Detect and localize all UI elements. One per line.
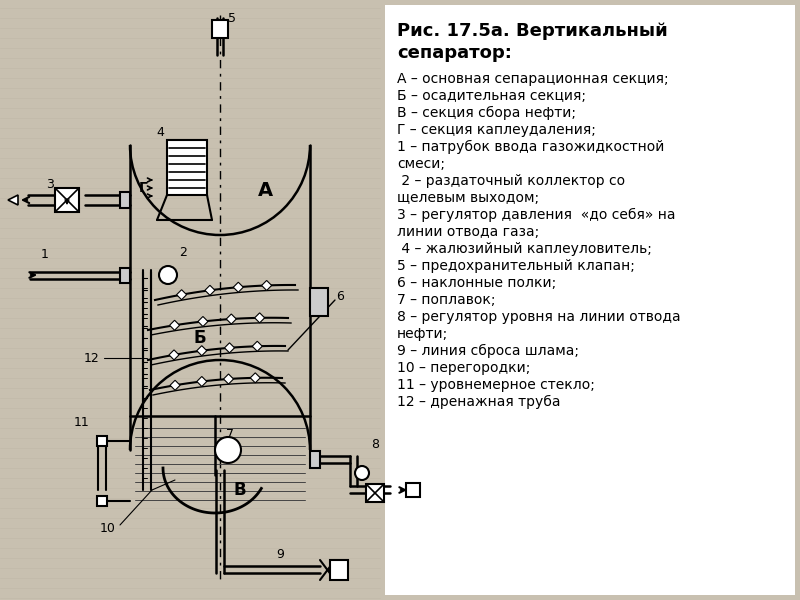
Text: 3: 3	[46, 179, 54, 191]
Text: 8: 8	[371, 437, 379, 451]
Text: Г: Г	[138, 181, 147, 195]
Text: 3 – регулятор давления  «до себя» на: 3 – регулятор давления «до себя» на	[397, 208, 675, 222]
Polygon shape	[226, 314, 236, 324]
Text: Г – секция каплеудаления;: Г – секция каплеудаления;	[397, 123, 596, 137]
Text: Б: Б	[194, 329, 206, 347]
Text: 1: 1	[41, 248, 49, 262]
Polygon shape	[205, 285, 215, 295]
Text: 11 – уровнемерное стекло;: 11 – уровнемерное стекло;	[397, 378, 595, 392]
Bar	[406, 483, 420, 497]
Text: Б – осадительная секция;: Б – осадительная секция;	[397, 89, 586, 103]
Text: 9: 9	[276, 548, 284, 562]
Bar	[97, 496, 107, 506]
Polygon shape	[262, 280, 272, 290]
Polygon shape	[177, 290, 186, 299]
Text: 2: 2	[179, 247, 187, 259]
Polygon shape	[223, 374, 234, 384]
Bar	[330, 560, 348, 580]
Text: 7 – поплавок;: 7 – поплавок;	[397, 293, 495, 307]
Text: А – основная сепарационная секция;: А – основная сепарационная секция;	[397, 72, 669, 86]
Polygon shape	[197, 346, 206, 356]
Text: 12 – дренажная труба: 12 – дренажная труба	[397, 395, 561, 409]
Bar	[120, 192, 130, 208]
Text: 12: 12	[84, 352, 100, 364]
Polygon shape	[197, 376, 206, 386]
Text: В – секция сбора нефти;: В – секция сбора нефти;	[397, 106, 576, 120]
Text: 1 – патрубок ввода газожидкостной: 1 – патрубок ввода газожидкостной	[397, 140, 664, 154]
Text: А: А	[258, 181, 273, 199]
Text: смеси;: смеси;	[397, 157, 445, 171]
Polygon shape	[170, 320, 179, 330]
Bar	[55, 188, 79, 212]
Text: 5 – предохранительный клапан;: 5 – предохранительный клапан;	[397, 259, 635, 273]
Text: 10: 10	[100, 521, 116, 535]
Text: В: В	[234, 481, 246, 499]
Circle shape	[215, 437, 241, 463]
Bar	[167, 140, 207, 195]
Bar	[385, 5, 795, 595]
Polygon shape	[234, 282, 243, 292]
Text: 9 – линия сброса шлама;: 9 – линия сброса шлама;	[397, 344, 579, 358]
Bar	[120, 268, 130, 283]
Text: 6 – наклонные полки;: 6 – наклонные полки;	[397, 276, 556, 290]
Polygon shape	[225, 343, 234, 353]
Polygon shape	[254, 313, 265, 323]
Text: нефти;: нефти;	[397, 327, 448, 341]
Text: 6: 6	[336, 289, 344, 302]
Text: 10 – перегородки;: 10 – перегородки;	[397, 361, 530, 375]
Polygon shape	[170, 380, 180, 390]
Bar	[97, 436, 107, 446]
Bar	[212, 20, 228, 38]
Text: 11: 11	[74, 415, 90, 428]
Polygon shape	[250, 373, 260, 383]
Circle shape	[159, 266, 177, 284]
Polygon shape	[198, 316, 208, 326]
Text: 4: 4	[156, 127, 164, 139]
Text: 8 – регулятор уровня на линии отвода: 8 – регулятор уровня на линии отвода	[397, 310, 681, 324]
Text: сепаратор:: сепаратор:	[397, 44, 512, 62]
Bar	[310, 451, 320, 468]
Text: щелевым выходом;: щелевым выходом;	[397, 191, 539, 205]
Text: 5: 5	[228, 11, 236, 25]
Text: линии отвода газа;: линии отвода газа;	[397, 225, 539, 239]
Text: 7: 7	[226, 427, 234, 440]
Polygon shape	[8, 195, 18, 205]
Bar	[310, 288, 328, 316]
Polygon shape	[169, 350, 179, 360]
Bar	[366, 484, 384, 502]
Circle shape	[355, 466, 369, 480]
Text: Рис. 17.5а. Вертикальный: Рис. 17.5а. Вертикальный	[397, 22, 668, 40]
Polygon shape	[252, 341, 262, 351]
Text: 4 – жалюзийный каплеуловитель;: 4 – жалюзийный каплеуловитель;	[397, 242, 652, 256]
Text: 2 – раздаточный коллектор со: 2 – раздаточный коллектор со	[397, 174, 625, 188]
